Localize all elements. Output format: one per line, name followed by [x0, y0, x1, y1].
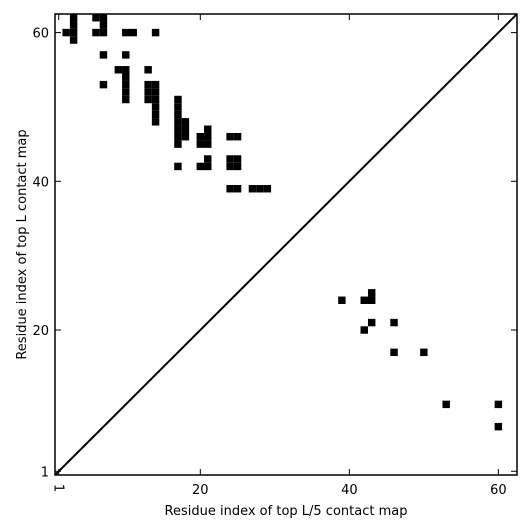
- tick-labels: 1 20 40 60 1 20 40 60: [32, 27, 506, 498]
- lower-contact-cell: [420, 348, 428, 357]
- lower-contact-cell: [367, 296, 376, 304]
- axis-ticks: [55, 14, 517, 475]
- upper-contact-cell: [99, 21, 108, 29]
- upper-contact-cells: [62, 14, 272, 193]
- upper-contact-cell: [174, 103, 182, 111]
- upper-contact-cell: [248, 185, 257, 193]
- x-tick-label: 1: [51, 484, 66, 492]
- upper-contact-cell: [122, 66, 130, 74]
- x-tick-label: 60: [490, 483, 507, 498]
- upper-contact-cell: [69, 28, 78, 37]
- upper-contact-cell: [144, 88, 152, 96]
- upper-contact-cell: [233, 155, 242, 163]
- upper-contact-cell: [204, 125, 212, 133]
- lower-contact-cell: [360, 326, 368, 334]
- x-axis-label: Residue index of top L/5 contact map: [165, 504, 408, 519]
- diagonal-line: [54, 13, 518, 476]
- upper-contact-cell: [99, 80, 108, 89]
- upper-contact-cell: [181, 125, 190, 133]
- upper-contact-cell: [204, 162, 212, 171]
- upper-contact-cell: [144, 95, 152, 104]
- upper-contact-cell: [181, 132, 190, 141]
- upper-contact-cell: [99, 14, 108, 22]
- upper-contact-cell: [122, 95, 130, 104]
- lower-contact-cell: [390, 348, 398, 357]
- upper-contact-cell: [69, 14, 78, 22]
- upper-contact-cell: [174, 118, 182, 126]
- upper-contact-cell: [129, 28, 137, 37]
- y-tick-label: 1: [41, 465, 49, 480]
- upper-contact-cell: [174, 162, 182, 171]
- lower-contact-cell: [390, 318, 398, 327]
- upper-contact-cell: [174, 140, 182, 148]
- upper-contact-cell: [122, 88, 130, 96]
- upper-contact-cell: [62, 28, 70, 37]
- upper-contact-cell: [92, 14, 100, 22]
- upper-contact-cell: [233, 132, 242, 141]
- upper-contact-cell: [233, 185, 242, 193]
- upper-contact-cell: [174, 125, 182, 133]
- upper-contact-cell: [181, 118, 190, 126]
- lower-contact-cell: [360, 296, 368, 304]
- upper-contact-cell: [122, 73, 130, 81]
- upper-contact-cell: [144, 80, 152, 89]
- upper-contact-cell: [196, 162, 205, 171]
- upper-contact-cell: [151, 88, 160, 96]
- upper-contact-cell: [174, 132, 182, 141]
- upper-contact-cell: [151, 110, 160, 119]
- y-tick-label: 60: [32, 27, 49, 42]
- upper-contact-cell: [151, 80, 160, 89]
- upper-contact-cell: [226, 132, 234, 141]
- upper-contact-cell: [151, 103, 160, 111]
- lower-contact-cell: [367, 289, 376, 297]
- upper-contact-cell: [256, 185, 264, 193]
- upper-contact-cell: [69, 21, 78, 29]
- upper-contact-cell: [226, 162, 234, 171]
- upper-contact-cell: [122, 80, 130, 89]
- upper-contact-cell: [122, 28, 130, 37]
- x-tick-label: 40: [341, 483, 358, 498]
- upper-contact-cell: [226, 185, 234, 193]
- upper-contact-cell: [196, 140, 205, 148]
- y-tick-label: 40: [32, 175, 49, 190]
- lower-contact-cell: [442, 400, 450, 409]
- upper-contact-cell: [151, 95, 160, 104]
- lower-contact-cell: [367, 318, 376, 327]
- upper-contact-cell: [114, 66, 123, 74]
- lower-contact-cell: [494, 400, 503, 409]
- upper-contact-cell: [204, 155, 212, 163]
- y-tick-label: 20: [32, 324, 49, 339]
- upper-contact-cell: [69, 36, 78, 44]
- upper-contact-cell: [263, 185, 272, 193]
- upper-contact-cell: [122, 51, 130, 59]
- upper-contact-cell: [196, 132, 205, 141]
- upper-contact-cell: [204, 132, 212, 141]
- upper-contact-cell: [233, 162, 242, 171]
- lower-contact-cell: [338, 296, 346, 304]
- upper-contact-cell: [174, 95, 182, 104]
- upper-contact-cell: [92, 28, 100, 37]
- upper-contact-cell: [99, 51, 108, 59]
- upper-contact-cell: [151, 118, 160, 126]
- upper-contact-cell: [204, 140, 212, 148]
- upper-contact-cell: [151, 28, 160, 37]
- lower-contact-cells: [338, 289, 503, 431]
- upper-contact-cell: [99, 28, 108, 37]
- upper-contact-cell: [144, 66, 152, 74]
- y-axis-label: Residue index of top L contact map: [15, 129, 30, 359]
- plot-frame: [54, 13, 518, 476]
- lower-contact-cell: [494, 422, 503, 431]
- x-tick-label: 20: [192, 483, 209, 498]
- upper-contact-cell: [226, 155, 234, 163]
- upper-contact-cell: [174, 110, 182, 119]
